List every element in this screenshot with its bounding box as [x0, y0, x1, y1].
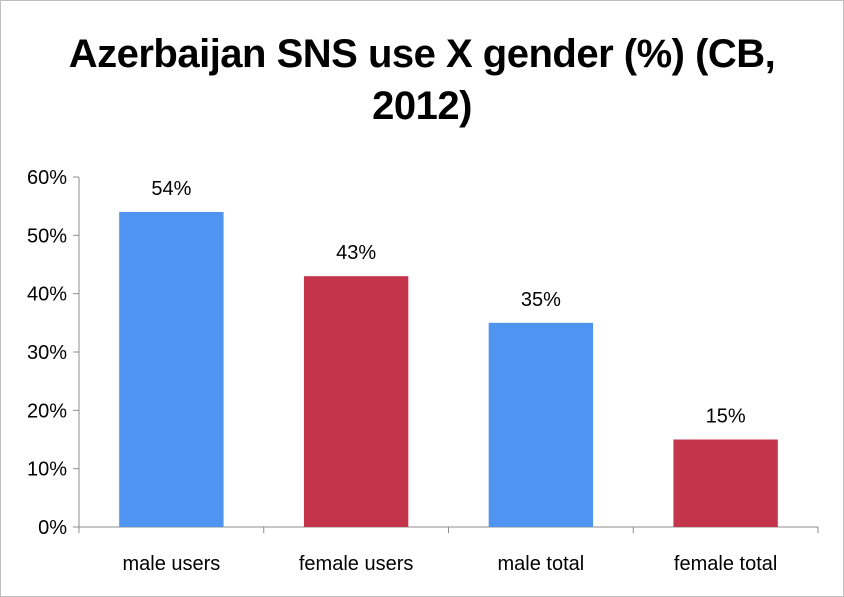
category-label: female total	[674, 553, 777, 575]
category-label: male total	[498, 553, 585, 575]
y-tick-label: 60%	[27, 167, 67, 189]
data-label: 43%	[336, 242, 376, 264]
y-tick-label: 50%	[27, 225, 67, 247]
chart-title-line-2: 2012)	[372, 84, 472, 128]
chart-title-line-1: Azerbaijan SNS use X gender (%) (CB,	[68, 32, 776, 76]
y-tick-label: 30%	[27, 342, 67, 364]
data-label: 35%	[521, 289, 561, 311]
category-label: male users	[122, 553, 220, 575]
data-label: 54%	[151, 178, 191, 200]
bar-female-users	[303, 276, 409, 527]
data-label: 15%	[706, 406, 746, 428]
bar-male-total	[488, 322, 594, 527]
category-label: female users	[299, 553, 414, 575]
chart-title: Azerbaijan SNS use X gender (%) (CB, 201…	[0, 28, 844, 132]
y-tick-label: 40%	[27, 284, 67, 306]
bar-female-total	[673, 439, 778, 527]
y-tick-label: 10%	[27, 459, 67, 481]
y-tick-label: 20%	[27, 400, 67, 422]
bar-male-users	[119, 212, 224, 527]
y-tick-label: 0%	[38, 517, 67, 539]
